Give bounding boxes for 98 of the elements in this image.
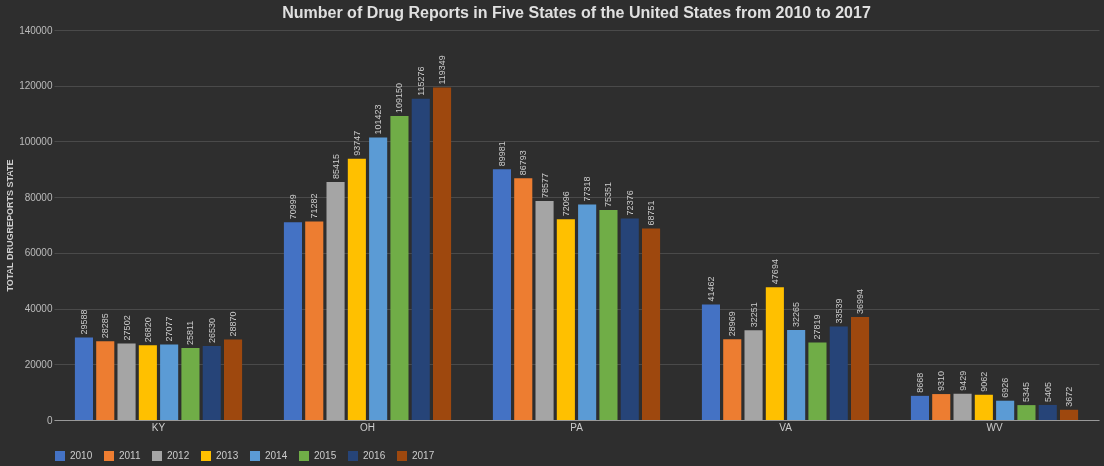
- bar: [910, 395, 929, 420]
- bar: [932, 394, 951, 420]
- data-label: 89981: [496, 141, 507, 167]
- data-label: 36994: [855, 288, 866, 314]
- x-tick-label: WV: [986, 421, 1003, 433]
- bar: [829, 326, 848, 420]
- data-label: 71282: [309, 193, 320, 219]
- x-tick-label: VA: [779, 421, 793, 433]
- x-tick-label: OH: [360, 421, 375, 433]
- bar: [390, 115, 409, 420]
- bar: [808, 342, 827, 420]
- data-label: 8668: [914, 372, 925, 393]
- data-label: 32265: [791, 302, 802, 328]
- chart-title: Number of Drug Reports in Five States of the United States from 2010 to 2017: [282, 4, 871, 21]
- data-label: 119349: [437, 55, 448, 85]
- data-label: 9062: [978, 371, 989, 392]
- data-label: 68751: [646, 200, 657, 226]
- data-label: 27077: [164, 316, 175, 342]
- data-label: 101423: [373, 104, 384, 135]
- legend-label: 2016: [363, 450, 386, 461]
- legend-label: 2015: [314, 450, 337, 461]
- bar: [347, 158, 366, 420]
- data-label: 27502: [121, 315, 132, 341]
- data-label: 115276: [415, 66, 426, 96]
- data-label: 28870: [228, 311, 239, 337]
- data-label: 70999: [287, 194, 298, 220]
- data-label: 77318: [582, 176, 593, 202]
- data-label: 109150: [394, 82, 405, 113]
- bar: [1017, 405, 1036, 420]
- data-label: 29588: [78, 309, 89, 335]
- bar: [305, 221, 324, 420]
- bar: [202, 346, 221, 420]
- data-label: 47694: [769, 259, 780, 285]
- data-label: 28285: [100, 313, 111, 339]
- x-tick-label: PA: [570, 421, 584, 433]
- data-label: 33539: [833, 298, 844, 324]
- data-label: 78577: [539, 173, 550, 199]
- y-tick-label: 0: [46, 414, 53, 426]
- data-label: 5345: [1021, 382, 1032, 403]
- data-label: 75351: [603, 182, 614, 208]
- bar: [787, 330, 806, 420]
- bar: [492, 169, 511, 420]
- data-label: 72376: [624, 190, 635, 216]
- data-label: 25811: [185, 320, 196, 346]
- data-label: 86793: [518, 150, 529, 176]
- bar: [599, 210, 618, 420]
- y-tick-label: 100000: [19, 135, 53, 147]
- data-label: 85415: [330, 154, 341, 180]
- legend-label: 2017: [412, 450, 435, 461]
- data-label: 41462: [705, 276, 716, 302]
- bar: [723, 339, 742, 420]
- bar: [433, 87, 452, 420]
- y-axis-title: TOTAL DRUGREPORTS STATE: [5, 159, 16, 292]
- legend-label: 2011: [119, 450, 141, 461]
- bar: [283, 222, 302, 420]
- legend-label: 2010: [70, 450, 93, 461]
- data-label: 26530: [206, 318, 217, 344]
- data-label: 3672: [1064, 386, 1075, 407]
- bar: [411, 98, 430, 420]
- bar: [620, 218, 639, 420]
- data-label: 93747: [351, 130, 362, 156]
- bar: [369, 137, 388, 420]
- legend-label: 2014: [265, 450, 288, 461]
- bar: [138, 345, 157, 420]
- data-label: 9310: [936, 371, 947, 392]
- y-tick-label: 20000: [24, 358, 53, 370]
- y-tick-label: 140000: [19, 24, 53, 36]
- bar: [514, 178, 533, 420]
- y-tick-label: 80000: [24, 191, 53, 203]
- data-label: 9429: [957, 370, 968, 391]
- bar: [578, 204, 597, 420]
- y-tick-label: 120000: [19, 80, 53, 92]
- bar: [1038, 404, 1057, 420]
- bar: [974, 394, 993, 420]
- data-label: 6926: [1000, 377, 1011, 398]
- data-label: 28969: [727, 311, 738, 337]
- bar: [996, 400, 1015, 420]
- data-label: 32251: [748, 302, 759, 328]
- bar: [556, 219, 575, 420]
- bar: [701, 304, 720, 420]
- y-tick-label: 60000: [24, 247, 53, 259]
- data-label: 26820: [142, 317, 153, 343]
- x-tick-label: KY: [151, 421, 166, 433]
- legend-label: 2012: [167, 450, 190, 461]
- bar: [1060, 409, 1079, 420]
- bar: [181, 348, 200, 420]
- bar: [851, 316, 870, 420]
- y-tick-label: 40000: [24, 303, 53, 315]
- bar: [765, 287, 784, 420]
- legend-label: 2013: [216, 450, 239, 461]
- bar: [74, 337, 93, 420]
- bar: [224, 339, 243, 420]
- bar: [642, 228, 661, 420]
- data-label: 72096: [560, 191, 571, 217]
- data-label: 5405: [1042, 381, 1053, 402]
- data-label: 27819: [812, 314, 823, 340]
- bar: [96, 341, 115, 420]
- bar: [160, 344, 179, 420]
